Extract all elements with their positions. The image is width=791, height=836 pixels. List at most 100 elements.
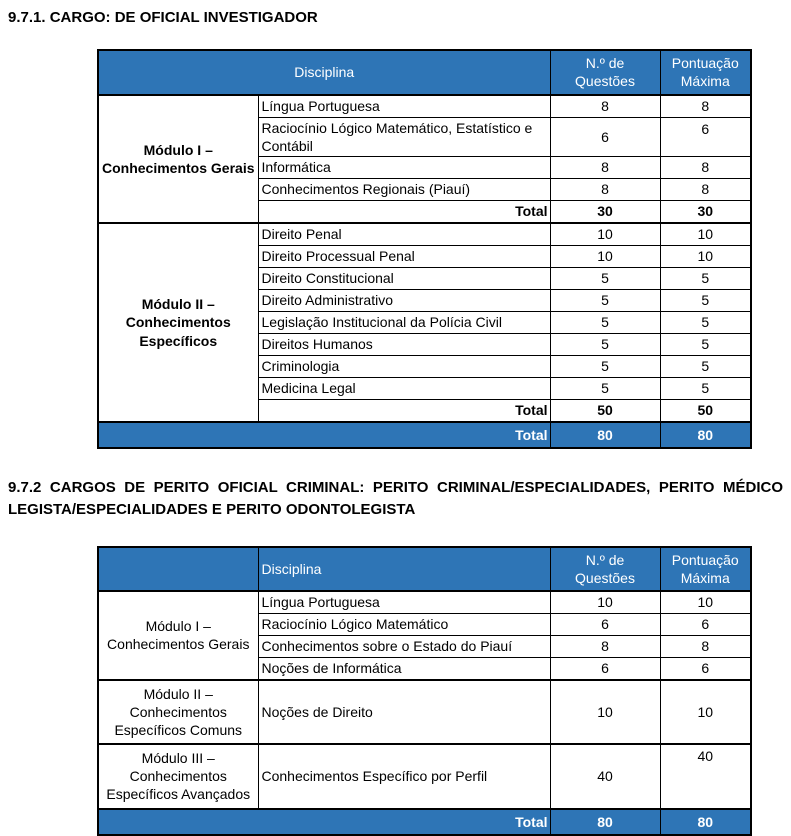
points-value: 6	[659, 656, 752, 681]
header-corner-cell	[97, 545, 259, 592]
section-total-label: Total	[257, 399, 551, 423]
grand-total-questoes: 80	[549, 807, 661, 836]
questions-value: 10	[549, 222, 661, 246]
grand-total-pontuacao: 80	[659, 807, 752, 836]
discipline-cell: Criminologia	[257, 355, 551, 378]
discipline-cell: Conhecimentos Específico por Perfil	[257, 742, 551, 810]
questions-value: 8	[549, 93, 661, 118]
table-header-row: Disciplina N.º de Questões Pontuação Máxim…	[97, 49, 752, 96]
questions-value: 5	[549, 333, 661, 356]
points-value: 10	[659, 222, 752, 246]
table-row: Direito Administrativo 5 5	[98, 289, 752, 312]
points-value: 5	[659, 289, 752, 312]
table-row: Direito Constitucional 5 5	[98, 267, 752, 290]
table-row: Módulo II – Conhecimentos Específicos Dir…	[97, 222, 752, 423]
section-total-questoes: 30	[549, 200, 661, 224]
points-value: 8	[659, 156, 752, 179]
questions-value: 10	[549, 589, 661, 614]
discipline-cell: Medicina Legal	[257, 377, 551, 400]
table-cargos-perito-oficial-criminal: Disciplina N.º de Questões Pontuação Máxim…	[97, 545, 752, 836]
section-title-9-7-2: 9.7.2 CARGOS DE PERITO OFICIAL CRIMINAL:…	[8, 479, 783, 518]
questions-value: 5	[549, 267, 661, 290]
grand-total-questoes: 80	[549, 421, 661, 449]
module-cell: Módulo II – Conhecimentos Específicos	[97, 222, 259, 423]
points-value: 10	[659, 589, 752, 614]
table-row: Criminologia 5 5	[98, 355, 752, 378]
section-total-pontuacao: 30	[659, 200, 752, 224]
table-row: Direitos Humanos 5 5	[98, 333, 752, 356]
table-row: Legislação Institucional da Polícia Civi…	[98, 311, 752, 334]
table-row: Módulo I – Conhecimentos Gerais Língua Po…	[97, 589, 752, 681]
points-value: 5	[659, 311, 752, 334]
discipline-cell: Direitos Humanos	[257, 333, 551, 356]
grand-total-label: Total	[97, 421, 551, 449]
points-value: 8	[659, 634, 752, 658]
questions-value: 5	[549, 355, 661, 378]
section-total-row: Total 30 30	[98, 200, 752, 224]
section-total-questoes: 50	[549, 399, 661, 423]
points-value: 5	[659, 333, 752, 356]
discipline-cell: Informática	[257, 156, 551, 179]
discipline-cell: Conhecimentos Regionais (Piauí)	[257, 178, 551, 201]
table-row: Módulo I – Conhecimentos Gerais Língua Po…	[97, 93, 752, 224]
questions-value: 5	[549, 377, 661, 400]
discipline-cell: Língua Portuguesa	[257, 93, 551, 118]
discipline-cell: Direito Processual Penal	[257, 245, 551, 268]
table-row: Módulo II – Conhecimentos Específicos Co…	[97, 678, 752, 745]
module-cell: Módulo III – Conhecimentos Específicos A…	[97, 742, 259, 810]
table-row: Informática 8 8	[98, 156, 752, 179]
questions-value: 6	[549, 612, 661, 636]
discipline-cell: Direito Constitucional	[257, 267, 551, 290]
discipline-cell: Raciocínio Lógico Matemático, Estatístic…	[257, 116, 551, 158]
discipline-cell: Noções de Direito	[257, 678, 551, 745]
section-total-label: Total	[257, 200, 551, 224]
discipline-cell: Conhecimentos sobre o Estado do Piauí	[257, 634, 551, 658]
points-value: 6	[659, 116, 752, 158]
header-disciplina: Disciplina	[257, 545, 551, 592]
questions-value: 5	[549, 311, 661, 334]
discipline-cell: Direito Administrativo	[257, 289, 551, 312]
points-value: 6	[659, 612, 752, 636]
questions-value: 5	[549, 289, 661, 312]
header-disciplina: Disciplina	[97, 49, 551, 96]
questions-value: 8	[549, 178, 661, 201]
table-row: Medicina Legal 5 5	[98, 377, 752, 400]
header-num-questoes: N.º de Questões	[549, 49, 661, 96]
discipline-cell: Língua Portuguesa	[257, 589, 551, 614]
questions-value: 8	[549, 156, 661, 179]
table-row: Conhecimentos Regionais (Piauí) 8 8	[98, 178, 752, 201]
questions-value: 8	[549, 634, 661, 658]
discipline-cell: Legislação Institucional da Polícia Civi…	[257, 311, 551, 334]
questions-value: 6	[549, 656, 661, 681]
section-title-9-7-1: 9.7.1. CARGO: DE OFICIAL INVESTIGADOR	[8, 9, 318, 26]
discipline-cell: Direito Penal	[257, 222, 551, 246]
table-header-row: Disciplina N.º de Questões Pontuação Máxim…	[97, 545, 752, 592]
header-num-questoes: N.º de Questões	[549, 545, 661, 592]
points-value: 8	[659, 178, 752, 201]
grand-total-row: Total 80 80	[97, 421, 752, 449]
module-cell: Módulo II – Conhecimentos Específicos Co…	[97, 678, 259, 745]
module-cell: Módulo I – Conhecimentos Gerais	[97, 93, 259, 224]
section-total-pontuacao: 50	[659, 399, 752, 423]
discipline-cell: Noções de Informática	[257, 656, 551, 681]
questions-value: 40	[549, 742, 661, 810]
questions-value: 6	[549, 116, 661, 158]
questions-value: 10	[549, 245, 661, 268]
grand-total-label: Total	[97, 807, 551, 836]
points-value: 5	[659, 377, 752, 400]
header-pontuacao-maxima: Pontuação Máxima	[659, 49, 752, 96]
table-row: Direito Processual Penal 10 10	[98, 245, 752, 268]
section-total-row: Total 50 50	[98, 399, 752, 423]
points-value: 8	[659, 93, 752, 118]
questions-value: 10	[549, 678, 661, 745]
grand-total-pontuacao: 80	[659, 421, 752, 449]
discipline-cell: Raciocínio Lógico Matemático	[257, 612, 551, 636]
points-value: 40	[659, 742, 752, 810]
table-row: Módulo III – Conhecimentos Específicos A…	[97, 742, 752, 810]
table-row: Raciocínio Lógico Matemático 6 6	[98, 612, 752, 636]
points-value: 5	[659, 267, 752, 290]
module-cell: Módulo I – Conhecimentos Gerais	[97, 589, 259, 681]
table-row: Raciocínio Lógico Matemático, Estatístic…	[98, 116, 752, 158]
table-row: Conhecimentos sobre o Estado do Piauí 8 8	[98, 634, 752, 658]
points-value: 5	[659, 355, 752, 378]
